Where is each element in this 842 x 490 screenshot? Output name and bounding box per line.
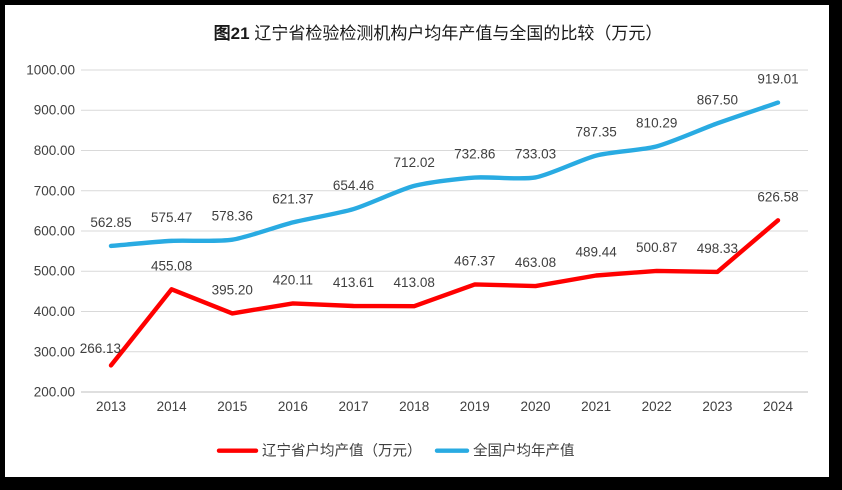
svg-text:2022: 2022 (642, 399, 672, 414)
svg-text:500.87: 500.87 (636, 240, 677, 255)
svg-text:辽宁省户均产值（万元）: 辽宁省户均产值（万元） (262, 443, 422, 460)
svg-text:562.85: 562.85 (90, 215, 131, 230)
svg-text:575.47: 575.47 (151, 210, 192, 225)
svg-text:500.00: 500.00 (34, 264, 75, 279)
svg-text:413.61: 413.61 (333, 275, 374, 290)
svg-text:2019: 2019 (460, 399, 490, 414)
svg-text:2023: 2023 (702, 399, 732, 414)
svg-text:498.33: 498.33 (697, 241, 738, 256)
svg-text:2015: 2015 (217, 399, 247, 414)
svg-text:455.08: 455.08 (151, 258, 192, 273)
svg-text:2020: 2020 (520, 399, 550, 414)
svg-text:2013: 2013 (96, 399, 126, 414)
svg-text:732.86: 732.86 (454, 147, 495, 162)
svg-text:300.00: 300.00 (34, 344, 75, 359)
svg-text:2014: 2014 (157, 399, 188, 414)
svg-text:2017: 2017 (338, 399, 368, 414)
svg-text:413.08: 413.08 (394, 275, 435, 290)
svg-text:420.11: 420.11 (273, 272, 313, 287)
svg-text:2016: 2016 (278, 399, 308, 414)
svg-text:700.00: 700.00 (34, 183, 75, 198)
svg-text:787.35: 787.35 (575, 125, 616, 140)
svg-text:200.00: 200.00 (34, 385, 75, 400)
svg-text:463.08: 463.08 (515, 255, 556, 270)
svg-text:全国户均年产值: 全国户均年产值 (473, 442, 575, 460)
svg-text:654.46: 654.46 (333, 178, 374, 193)
svg-text:626.58: 626.58 (757, 189, 798, 204)
svg-text:919.01: 919.01 (757, 72, 798, 87)
svg-text:810.29: 810.29 (636, 115, 677, 130)
svg-text:800.00: 800.00 (34, 143, 75, 158)
svg-text:900.00: 900.00 (34, 103, 75, 118)
svg-text:621.37: 621.37 (272, 191, 313, 206)
svg-text:712.02: 712.02 (394, 155, 435, 170)
svg-text:1000.00: 1000.00 (26, 63, 75, 78)
svg-text:2021: 2021 (581, 399, 611, 414)
svg-text:2024: 2024 (763, 399, 794, 414)
svg-text:867.50: 867.50 (697, 92, 738, 107)
svg-text:578.36: 578.36 (212, 209, 253, 224)
svg-text:400.00: 400.00 (34, 304, 75, 319)
svg-text:2018: 2018 (399, 399, 429, 414)
svg-text:467.37: 467.37 (454, 253, 495, 268)
svg-text:266.13: 266.13 (80, 341, 121, 356)
svg-text:489.44: 489.44 (575, 245, 617, 260)
svg-text:733.03: 733.03 (515, 147, 556, 162)
svg-text:395.20: 395.20 (212, 282, 253, 297)
svg-text:600.00: 600.00 (34, 224, 75, 239)
